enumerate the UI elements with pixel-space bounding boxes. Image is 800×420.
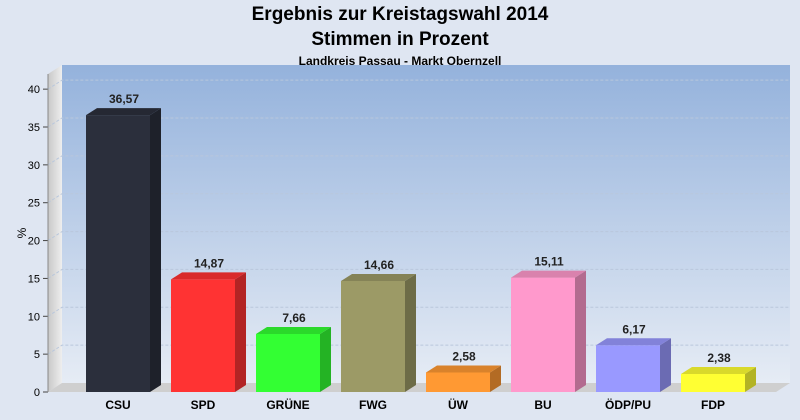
y-tick-label: 0 [34,387,40,399]
bar-top [171,272,246,280]
x-tick-label: ÜW [448,397,469,412]
chart-subtitle: Stimmen in Prozent [311,29,489,50]
bar-fdp [681,366,756,392]
data-label: 7,66 [282,311,306,325]
bar-side [745,366,756,392]
y-tick-label: 35 [28,122,40,134]
data-label: 14,87 [194,256,224,270]
bar-side [490,365,501,392]
bar-top [86,108,161,116]
bar-top [596,338,671,346]
data-label: 2,38 [707,351,731,365]
bar-front [681,373,745,392]
x-tick-label: FWG [359,398,387,412]
bar-side [235,272,246,392]
y-tick-label: 30 [28,160,40,172]
y-tick-label: 10 [28,311,40,323]
x-tick-label: SPD [191,398,216,412]
bar-csu [86,108,161,392]
bar-side [320,327,331,392]
bar-front [86,115,150,392]
bar-top [256,327,331,335]
bar-bu [511,270,586,392]
bar--w [426,365,501,392]
bar-fwg [341,274,416,392]
gridline [47,193,790,204]
y-tick-label: 5 [34,349,40,361]
y-tick-label: 20 [28,236,40,248]
y-tick-label: 25 [28,198,40,210]
bar-top [341,274,416,282]
data-label: 14,66 [364,258,394,272]
bar-front [426,372,490,392]
gridline [47,117,790,128]
gridline [47,268,790,279]
gridline [47,79,790,90]
data-label: 36,57 [109,92,139,106]
bar-front [171,279,235,392]
y-axis-label: % [15,227,29,238]
bar-front [256,334,320,392]
data-label: 6,17 [622,322,646,336]
bar-top [511,270,586,278]
bar-side [405,274,416,392]
data-label: 15,11 [534,255,564,269]
bar-side [150,108,161,392]
y-tick-label: 15 [28,273,40,285]
gridline [47,231,790,241]
bar-front [341,281,405,392]
bar-front [596,345,660,392]
plot-side-wall [48,65,62,392]
bar--dp-pu [596,338,671,392]
bar-front [511,277,575,392]
x-tick-label: BU [534,398,551,412]
data-label: 2,58 [452,349,476,363]
x-tick-label: FDP [701,398,725,412]
y-tick-label: 40 [28,84,40,96]
bar-side [660,338,671,392]
bar-spd [171,272,246,392]
bar-top [681,366,756,374]
x-tick-label: CSU [105,398,130,412]
bar-top [426,365,501,373]
x-tick-label: ÖDP/PU [605,397,651,412]
bar-gr-ne [256,327,331,392]
chart-region-subtitle: Landkreis Passau - Markt Obernzell [298,54,502,68]
x-tick-label: GRÜNE [266,397,309,412]
chart-title: Ergebnis zur Kreistagswahl 2014 [251,4,549,25]
bar-side [575,270,586,392]
gridline [47,155,790,166]
